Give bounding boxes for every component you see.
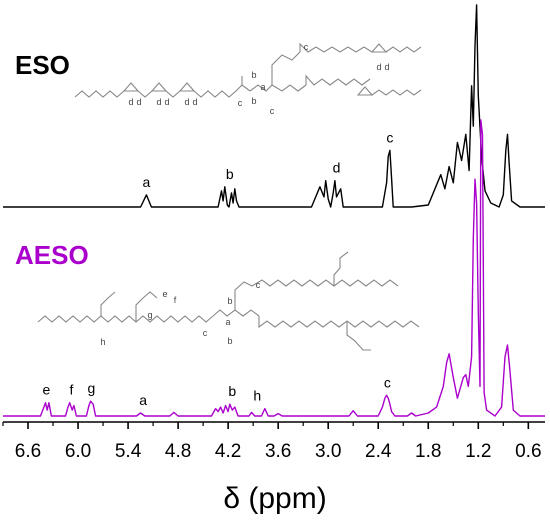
eso-sample-label: ESO (15, 50, 70, 80)
eso-glycerol-upper (271, 51, 301, 85)
x-ticks: 6.6 6.0 5.4 4.8 4.2 3.6 3.0 2.4 1.8 1.2 0.6 (2, 422, 542, 462)
eso-epoxide-top (370, 43, 388, 53)
eso-chain-top-2 (385, 46, 422, 53)
eso-glycerol-lower (249, 84, 307, 92)
x-axis: 6.6 6.0 5.4 4.8 4.2 3.6 3.0 2.4 1.8 1.2 0.6 (2, 421, 545, 462)
peak-label-aeso-c: c (384, 374, 391, 390)
aeso-sample-label: AESO (15, 240, 89, 270)
aeso-chain-bottom (258, 316, 420, 329)
x-tick-label: 0.6 (515, 441, 541, 462)
x-tick-label: 6.0 (65, 441, 91, 462)
peak-label-eso-a: a (143, 174, 151, 190)
eso-chain-right-2 (371, 89, 422, 96)
eso-chain-left-3 (165, 90, 181, 98)
aeso-atom-label: b (227, 296, 232, 306)
eso-atom-label: c (270, 106, 275, 116)
eso-epoxide-3 (178, 82, 196, 92)
peak-label-aeso-e: e (43, 382, 51, 398)
x-tick-label: 4.2 (215, 441, 241, 462)
aeso-atom-label: a (225, 317, 230, 327)
aeso-glycerol (212, 309, 260, 317)
eso-structure-drawing (74, 42, 422, 98)
eso-atom-label: d (384, 62, 389, 72)
x-tick-label: 5.4 (115, 441, 142, 462)
eso-chain-left (74, 90, 125, 98)
aeso-chain-left (37, 315, 214, 323)
eso-atom-label: c (238, 98, 243, 108)
aeso-atom-label: c (256, 280, 261, 290)
eso-chain-right (305, 74, 371, 86)
aeso-atom-label: e (162, 289, 167, 299)
x-tick-label: 2.4 (365, 441, 392, 462)
eso-atom-label: a (260, 82, 265, 92)
aeso-atom-label: h (100, 337, 105, 347)
aeso-atom-label: g (147, 310, 152, 320)
eso-atom-label: d (376, 62, 381, 72)
aeso-atom-label: c (203, 328, 208, 338)
eso-chain-left-2 (137, 90, 153, 98)
peak-labels: ab dce f gab hc (43, 129, 394, 408)
aeso-acrylate-bottom (346, 321, 371, 351)
x-tick-label: 3.6 (265, 441, 291, 462)
aeso-structure-drawing (37, 251, 420, 351)
x-tick-label: 1.8 (415, 441, 441, 462)
peak-label-aeso-a: a (139, 392, 147, 408)
eso-epoxide-2 (150, 82, 168, 92)
x-tick-label: 3.0 (315, 441, 341, 462)
eso-atom-label: d (192, 97, 197, 107)
x-tick-label: 1.2 (465, 441, 491, 462)
eso-atom-label: d (128, 97, 133, 107)
aeso-atom-label: f (174, 295, 177, 305)
peak-label-aeso-g: g (88, 380, 96, 396)
eso-chain-top (299, 42, 373, 53)
peak-label-eso-b: b (226, 166, 234, 182)
eso-chain-left-4 (193, 84, 251, 98)
aeso-spectrum-line (3, 119, 545, 417)
aeso-acrylate-1 (100, 291, 116, 316)
peak-label-aeso-h: h (253, 388, 261, 404)
eso-epoxide-1 (122, 82, 140, 92)
peak-label-aeso-b: b (228, 383, 236, 399)
x-tick-label: 4.8 (165, 441, 191, 462)
aeso-acrylate-top (333, 251, 349, 286)
eso-epoxide-right (356, 86, 374, 96)
eso-atom-label: d (136, 97, 141, 107)
peak-label-eso-c: c (386, 129, 393, 145)
aeso-atom-label: b (227, 336, 232, 346)
eso-atom-label: d (156, 97, 161, 107)
peak-label-aeso-f: f (69, 382, 73, 398)
eso-atom-label: c (304, 42, 309, 52)
eso-atom-label: d (184, 97, 189, 107)
x-tick-label: 6.6 (15, 441, 41, 462)
peak-label-eso-d: d (333, 160, 341, 176)
aeso-chain-top (234, 279, 399, 310)
eso-atom-label: b (251, 70, 256, 80)
x-axis-title: δ (ppm) (223, 482, 326, 515)
aeso-acrylate-2 (135, 291, 158, 322)
eso-atom-label: d (164, 97, 169, 107)
eso-atom-label: b (251, 96, 256, 106)
